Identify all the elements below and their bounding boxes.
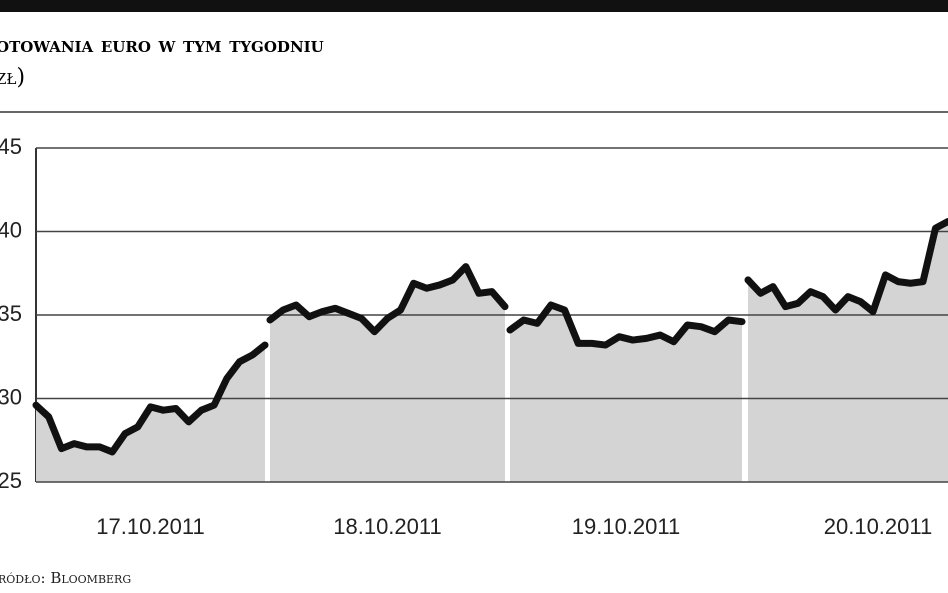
chart-title: otowania euro w tym tygodniu <box>0 32 324 58</box>
x-tick-label: 20.10.2011 <box>824 514 932 539</box>
top-bar <box>0 0 948 12</box>
area-fill <box>510 304 742 482</box>
source: ródło: Bloomberg <box>0 569 131 587</box>
price-line <box>266 263 509 336</box>
x-tick-label: 17.10.2011 <box>96 514 204 539</box>
price-line <box>744 217 948 316</box>
chart-subtitle: zł) <box>0 65 25 90</box>
area-fill <box>270 266 505 482</box>
x-tick-label: 18.10.2011 <box>333 514 441 539</box>
y-tick-label: 30 <box>0 384 22 409</box>
x-tick-label: 19.10.2011 <box>572 514 680 539</box>
price-line <box>32 341 269 456</box>
y-tick-label: 45 <box>0 134 22 159</box>
area-fill <box>36 345 265 482</box>
y-tick-label: 40 <box>0 217 22 242</box>
area-fill <box>748 221 948 483</box>
price-line <box>506 301 746 349</box>
y-tick-label: 25 <box>0 468 22 493</box>
y-tick-label: 35 <box>0 301 22 326</box>
